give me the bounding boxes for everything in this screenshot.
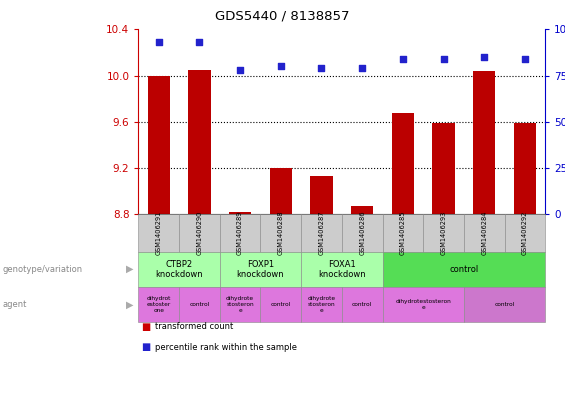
Bar (229, 212, 251, 214)
Text: control: control (271, 302, 291, 307)
Bar (432, 123, 455, 214)
Text: dihydrote
stosteron
e: dihydrote stosteron e (226, 296, 254, 313)
Text: GSM1406288: GSM1406288 (278, 211, 284, 255)
Text: transformed count: transformed count (155, 323, 233, 331)
Bar (392, 113, 414, 214)
Bar (147, 76, 170, 214)
Text: GSM1406286: GSM1406286 (359, 211, 365, 255)
Point (439, 56, 448, 62)
Text: control: control (189, 302, 210, 307)
Text: genotype/variation: genotype/variation (3, 265, 83, 274)
Point (154, 39, 163, 46)
Text: GSM1406290: GSM1406290 (197, 211, 202, 255)
Bar (310, 176, 333, 214)
Bar (188, 70, 211, 214)
Text: percentile rank within the sample: percentile rank within the sample (155, 343, 297, 352)
Bar (514, 123, 536, 214)
Text: ■: ■ (141, 322, 150, 332)
Text: ▶: ▶ (126, 264, 134, 274)
Text: GSM1406284: GSM1406284 (481, 211, 487, 255)
Text: GSM1406285: GSM1406285 (400, 211, 406, 255)
Point (358, 65, 367, 72)
Text: ■: ■ (141, 342, 150, 353)
Point (195, 39, 204, 46)
Point (276, 63, 285, 70)
Text: GSM1406292: GSM1406292 (522, 211, 528, 255)
Text: GDS5440 / 8138857: GDS5440 / 8138857 (215, 10, 350, 23)
Bar (270, 168, 292, 214)
Text: control: control (449, 265, 479, 274)
Text: FOXP1
knockdown: FOXP1 knockdown (237, 259, 284, 279)
Point (480, 54, 489, 60)
Text: GSM1406291: GSM1406291 (156, 211, 162, 255)
Point (520, 56, 529, 62)
Text: control: control (352, 302, 372, 307)
Point (398, 56, 407, 62)
Text: dihydrot
estoster
one: dihydrot estoster one (146, 296, 171, 313)
Text: GSM1406289: GSM1406289 (237, 211, 243, 255)
Text: dihydrote
stosteron
e: dihydrote stosteron e (307, 296, 336, 313)
Bar (351, 206, 373, 214)
Text: dihydrotestosteron
e: dihydrotestosteron e (396, 299, 451, 310)
Point (236, 67, 245, 73)
Text: agent: agent (3, 300, 27, 309)
Text: ▶: ▶ (126, 299, 134, 310)
Text: FOXA1
knockdown: FOXA1 knockdown (318, 259, 366, 279)
Text: GSM1406293: GSM1406293 (441, 211, 446, 255)
Bar (473, 71, 496, 214)
Text: control: control (494, 302, 515, 307)
Text: GSM1406287: GSM1406287 (319, 211, 324, 255)
Point (317, 65, 326, 72)
Text: CTBP2
knockdown: CTBP2 knockdown (155, 259, 203, 279)
